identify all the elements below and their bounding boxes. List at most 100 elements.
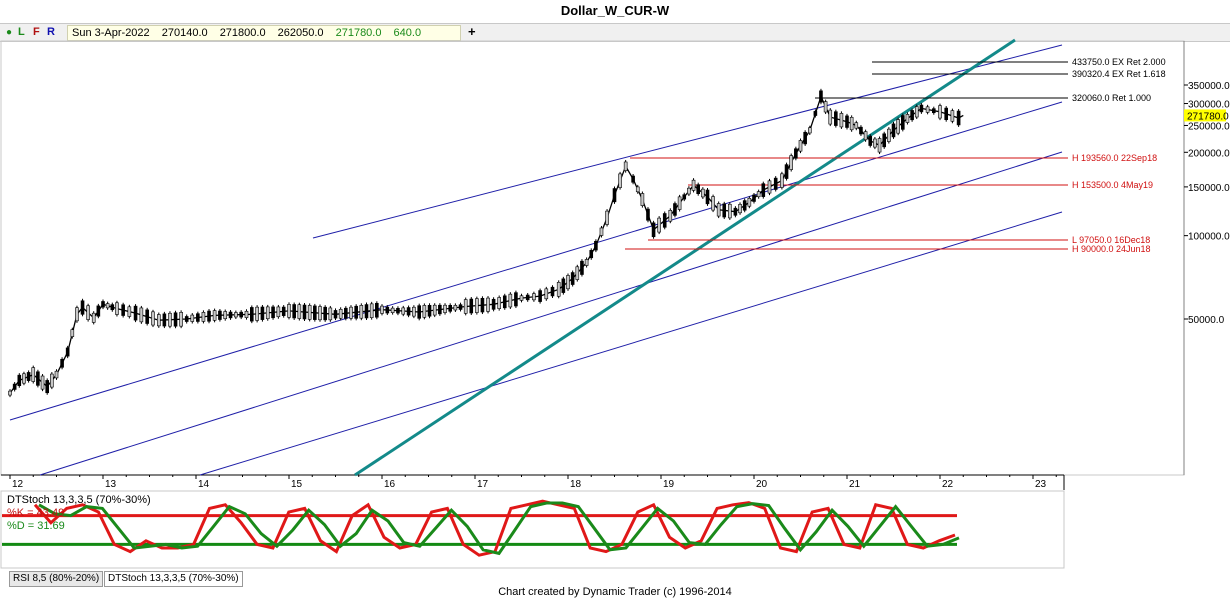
chart-credit: Chart created by Dynamic Trader (c) 1996… — [498, 586, 732, 598]
tab-rsi[interactable]: RSI 8,5 (80%-20%) — [9, 571, 104, 587]
candle-body — [677, 196, 682, 210]
candle-body — [728, 203, 732, 219]
candle-body — [406, 307, 411, 316]
candle-body — [701, 188, 705, 198]
tab-dtstoch[interactable]: DTStoch 13,3,3,5 (70%-30%) — [104, 571, 243, 587]
candle-body — [448, 304, 453, 312]
candle-body — [738, 204, 742, 214]
candle-body — [133, 305, 138, 321]
candle-body — [691, 179, 696, 191]
candle-body — [887, 128, 891, 142]
status-dot-icon: ● — [6, 27, 13, 38]
candle-body — [75, 307, 79, 322]
channel-line — [199, 211, 1063, 476]
candle-body — [662, 213, 667, 228]
candle-body — [463, 299, 468, 314]
candle-body — [151, 311, 155, 326]
add-indicator-button[interactable]: + — [468, 24, 476, 39]
level-label: L 97050.0 16Dec18 — [1072, 235, 1150, 245]
price-tick-label: 150000.0 — [1188, 183, 1230, 194]
candle-body — [302, 304, 307, 320]
candle-body — [845, 115, 849, 128]
candle-body — [584, 259, 589, 266]
candle-body — [65, 347, 70, 357]
bar-change: 640.0 — [393, 27, 422, 39]
candle-body — [244, 310, 249, 318]
candle-body — [255, 306, 259, 321]
candle-body — [145, 309, 149, 324]
candle-body — [223, 311, 228, 320]
candle-body — [532, 293, 536, 301]
candle-body — [784, 164, 789, 179]
level-label: H 90000.0 24Jun18 — [1072, 244, 1151, 254]
candle-body — [566, 275, 570, 290]
candle-body — [882, 133, 887, 148]
candle-body — [212, 310, 217, 321]
bar-low: 262050.0 — [277, 27, 324, 39]
candle-body — [561, 278, 566, 293]
candle-body — [773, 177, 778, 190]
candle-body — [612, 188, 617, 203]
time-tick-label: 20 — [756, 479, 768, 490]
candle-body — [733, 207, 738, 216]
candle-body — [618, 173, 622, 188]
candle-body — [469, 298, 474, 314]
candle-body — [631, 175, 635, 183]
candle-body — [60, 358, 64, 368]
time-tick-label: 22 — [942, 479, 954, 490]
candle-body — [359, 305, 364, 319]
candle-body — [570, 272, 575, 285]
candle-body — [184, 316, 189, 322]
candle-body — [139, 307, 144, 323]
bar-date: Sun 3-Apr-2022 — [72, 27, 150, 39]
candle-body — [228, 311, 233, 319]
time-tick-label: 17 — [477, 479, 489, 490]
candle-body — [550, 286, 555, 297]
candle-body — [807, 127, 812, 134]
candle-body — [250, 307, 254, 322]
candle-body — [854, 122, 859, 129]
candle-body — [45, 380, 50, 394]
channel-line — [312, 44, 1063, 239]
chart-title: Dollar_W_CUR-W — [560, 3, 670, 18]
level-label: H 153500.0 4May19 — [1072, 180, 1153, 190]
candle-body — [292, 304, 296, 319]
candle-body — [651, 222, 656, 238]
f-button[interactable]: F — [33, 26, 40, 38]
candle-body — [657, 217, 661, 233]
candle-body — [868, 135, 873, 146]
bar-open: 270140.0 — [161, 27, 208, 39]
candle-body — [458, 304, 463, 310]
candle-body — [859, 126, 863, 135]
candle-body — [834, 111, 838, 126]
l-button[interactable]: L — [18, 26, 25, 38]
ohlc-toolbar: ● L F R Sun 3-Apr-2022 270140.0 271800.0… — [0, 23, 1230, 42]
candle-body — [682, 194, 687, 200]
candle-body — [705, 189, 710, 205]
candle-body — [914, 106, 919, 118]
candle-body — [863, 131, 868, 141]
time-tick-label: 16 — [384, 479, 396, 490]
candle-body — [794, 148, 798, 159]
candle-body — [265, 306, 270, 320]
candle-body — [110, 304, 115, 311]
candle-body — [173, 312, 178, 327]
candle-body — [711, 196, 715, 211]
candle-body — [696, 184, 701, 195]
candle-body — [432, 304, 437, 316]
candle-body — [780, 173, 784, 188]
level-label: 320060.0 Ret 1.000 — [1072, 93, 1151, 103]
candle-body — [396, 307, 400, 314]
candle-body — [105, 303, 110, 309]
last-price-label: 271780.0 — [1187, 111, 1229, 122]
candle-body — [767, 180, 772, 194]
r-button[interactable]: R — [47, 26, 55, 38]
candle-body — [905, 114, 910, 123]
candle-body — [91, 312, 96, 323]
candle-body — [491, 298, 496, 310]
candle-body — [950, 110, 955, 122]
candle-body — [497, 297, 501, 309]
time-tick-label: 18 — [570, 479, 582, 490]
candle-body — [26, 372, 31, 381]
candle-body — [556, 282, 561, 297]
